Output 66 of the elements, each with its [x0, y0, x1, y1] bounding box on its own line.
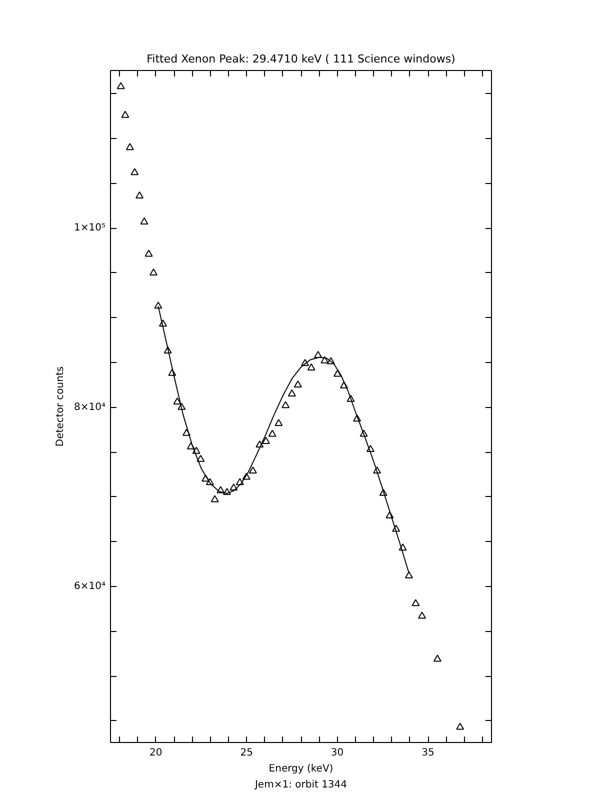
point	[150, 268, 158, 276]
point	[192, 446, 200, 454]
point	[333, 370, 342, 377]
point	[116, 82, 125, 90]
point	[186, 442, 195, 450]
point	[288, 389, 296, 396]
point	[236, 478, 244, 486]
point	[216, 486, 225, 494]
point	[398, 544, 407, 551]
point	[314, 350, 322, 358]
point	[262, 436, 270, 444]
point	[222, 488, 231, 496]
point	[144, 250, 153, 257]
point	[360, 430, 368, 437]
point	[182, 428, 191, 436]
point	[386, 511, 394, 518]
point	[320, 356, 329, 364]
point	[379, 488, 388, 496]
point	[300, 358, 309, 366]
point	[196, 454, 205, 462]
point	[130, 168, 139, 176]
point	[392, 524, 400, 532]
point	[126, 143, 134, 150]
point	[121, 110, 130, 118]
point	[340, 381, 348, 388]
point	[274, 418, 283, 426]
point	[140, 217, 148, 224]
point	[326, 357, 335, 364]
point	[164, 346, 172, 354]
y-tick-label: 6×10⁴	[74, 581, 106, 592]
point	[418, 612, 426, 619]
point	[268, 430, 276, 437]
point	[353, 414, 362, 422]
y-tick-label: 8×10⁴	[74, 402, 106, 413]
point	[282, 401, 290, 408]
point	[158, 320, 167, 327]
text: Jem×1: orbit 1344	[254, 780, 348, 790]
point	[242, 472, 250, 480]
y-tick-label: 1×10⁵	[74, 222, 106, 234]
point	[136, 191, 144, 198]
point	[248, 466, 257, 474]
x-axis-title: Energy (keV)	[268, 764, 334, 774]
y-axis-title: Detector counts	[55, 366, 66, 447]
point	[346, 394, 355, 402]
point	[294, 380, 302, 388]
x-tick-label: 25	[240, 748, 253, 758]
point	[433, 654, 442, 662]
x-tick-label: 30	[330, 748, 344, 758]
point	[456, 722, 464, 730]
point	[230, 483, 238, 491]
point	[307, 363, 316, 370]
point	[404, 571, 413, 578]
point	[373, 466, 382, 474]
point	[173, 397, 182, 405]
x-tick-label: 35	[422, 748, 434, 758]
point	[154, 302, 162, 309]
point	[366, 444, 374, 452]
x-tick-label: 20	[149, 748, 162, 758]
point	[168, 368, 176, 376]
point	[210, 495, 219, 502]
point	[178, 402, 186, 410]
point	[202, 474, 210, 482]
point	[256, 440, 264, 448]
point	[206, 478, 214, 486]
chart-title: Fitted Xenon Peak: 29.4710 keV ( 111 Science windows)	[146, 52, 456, 66]
point	[412, 599, 420, 606]
